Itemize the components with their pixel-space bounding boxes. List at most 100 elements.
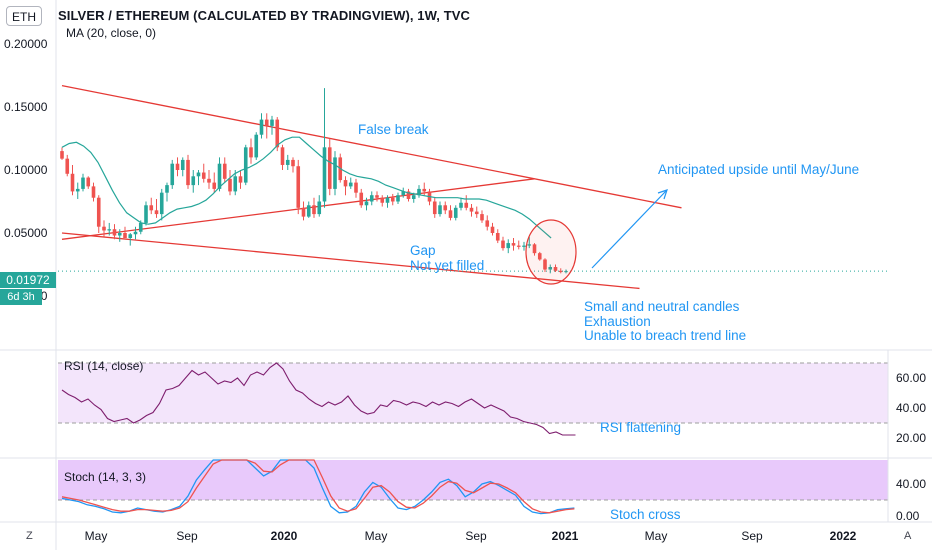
candle-body bbox=[438, 205, 442, 215]
candle-body bbox=[138, 222, 143, 232]
candle-body bbox=[422, 188, 427, 192]
candle-body bbox=[516, 245, 521, 247]
candle-body bbox=[301, 207, 306, 217]
candle-body bbox=[238, 176, 243, 183]
candle-body bbox=[522, 245, 526, 247]
candle-body bbox=[406, 191, 411, 199]
rsi-tick-label: 60.00 bbox=[896, 371, 926, 385]
candle-body bbox=[401, 191, 406, 196]
candle-body bbox=[459, 202, 463, 208]
candle-body bbox=[306, 205, 311, 217]
candle-body bbox=[480, 214, 484, 221]
candle-body bbox=[175, 163, 180, 170]
stoch-pane bbox=[58, 459, 888, 515]
candle-body bbox=[123, 233, 127, 239]
stoch-band bbox=[58, 460, 888, 500]
candle-body bbox=[149, 205, 154, 211]
candle-body bbox=[112, 229, 117, 236]
candle-body bbox=[417, 188, 421, 196]
candle-body bbox=[548, 267, 553, 270]
candle-body bbox=[196, 172, 201, 177]
annotation-gap: Gap bbox=[410, 243, 436, 258]
zoom-toggle[interactable]: Z bbox=[26, 530, 33, 542]
candle-body bbox=[291, 159, 295, 167]
candle-body bbox=[490, 226, 495, 233]
candle-body bbox=[443, 205, 448, 211]
candle-body bbox=[259, 119, 264, 135]
candle-body bbox=[327, 147, 332, 189]
price-tick-label: 0.20000 bbox=[4, 37, 48, 51]
candle-body bbox=[201, 172, 206, 179]
rsi-pane bbox=[58, 362, 888, 436]
candle-body bbox=[369, 195, 374, 202]
annotation-anticipated-upside: Anticipated upside until May/June bbox=[658, 162, 860, 177]
time-tick-label: Sep bbox=[741, 529, 763, 543]
time-tick-label: May bbox=[85, 529, 108, 543]
candle-body bbox=[375, 195, 379, 198]
highlight-ellipse bbox=[525, 219, 577, 285]
candle-body bbox=[396, 195, 400, 202]
candle-body bbox=[501, 240, 505, 249]
candle-body bbox=[228, 178, 232, 192]
candle-body bbox=[474, 211, 479, 215]
candle-body bbox=[102, 226, 106, 231]
candle-body bbox=[243, 147, 248, 183]
main-price-pane bbox=[58, 84, 888, 290]
annotation-not-filled: Not yet filled bbox=[410, 258, 485, 273]
candle-body bbox=[233, 176, 238, 192]
candle-body bbox=[432, 201, 437, 215]
symbol-badge[interactable]: ETH bbox=[6, 6, 42, 26]
auto-scale-toggle[interactable]: A bbox=[904, 530, 912, 542]
candle-body bbox=[464, 202, 469, 208]
chart-title: SILVER / ETHEREUM (CALCULATED BY TRADING… bbox=[58, 8, 471, 23]
candle-body bbox=[495, 233, 500, 241]
rsi-tick-label: 20.00 bbox=[896, 431, 926, 445]
candle-body bbox=[317, 201, 322, 215]
candle-body bbox=[60, 151, 64, 159]
candle-body bbox=[453, 207, 458, 218]
candle-body bbox=[270, 119, 274, 126]
stoch-tick-label: 0.00 bbox=[896, 509, 920, 523]
candle-body bbox=[558, 270, 563, 273]
candle-body bbox=[133, 231, 138, 235]
last-price-tag: 0.01972 bbox=[0, 272, 56, 288]
candle-body bbox=[212, 182, 217, 189]
candle-body bbox=[207, 178, 211, 183]
candle-body bbox=[527, 244, 532, 246]
candle-body bbox=[81, 177, 85, 189]
candle-body bbox=[333, 157, 337, 189]
time-tick-label: Sep bbox=[176, 529, 198, 543]
rsi-band bbox=[58, 363, 888, 423]
candle-body bbox=[154, 210, 159, 215]
candle-body bbox=[91, 186, 96, 198]
candle-body bbox=[343, 180, 348, 187]
candle-body bbox=[217, 163, 222, 189]
candle-body bbox=[543, 259, 547, 270]
ma-line bbox=[61, 136, 552, 239]
candle-body bbox=[117, 233, 122, 236]
price-tick-label: 0.15000 bbox=[4, 100, 48, 114]
candle-body bbox=[380, 197, 385, 203]
candle-body bbox=[144, 205, 148, 223]
candle-body bbox=[75, 188, 80, 192]
time-tick-label: May bbox=[645, 529, 668, 543]
projection-arrow bbox=[591, 190, 667, 269]
time-tick-label: May bbox=[365, 529, 388, 543]
annotation-exhaustion: Exhaustion bbox=[584, 314, 651, 329]
candle-body bbox=[506, 243, 511, 249]
candle-body bbox=[96, 197, 101, 227]
time-tick-label: 2021 bbox=[552, 529, 579, 543]
candle-body bbox=[448, 210, 453, 218]
annotation-trendline: Unable to breach trend line bbox=[584, 328, 747, 343]
candle-body bbox=[385, 197, 390, 203]
candle-body bbox=[165, 185, 169, 193]
candle-body bbox=[222, 163, 227, 179]
candle-body bbox=[280, 147, 285, 165]
ma-legend[interactable]: MA (20, close, 0) bbox=[66, 26, 157, 40]
annotation-small-candles: Small and neutral candles bbox=[584, 299, 740, 314]
stoch-legend[interactable]: Stoch (14, 3, 3) bbox=[64, 470, 147, 484]
rsi-legend[interactable]: RSI (14, close) bbox=[64, 359, 144, 373]
candle-body bbox=[390, 197, 395, 202]
candle-timer-tag: 6d 3h bbox=[0, 289, 42, 305]
